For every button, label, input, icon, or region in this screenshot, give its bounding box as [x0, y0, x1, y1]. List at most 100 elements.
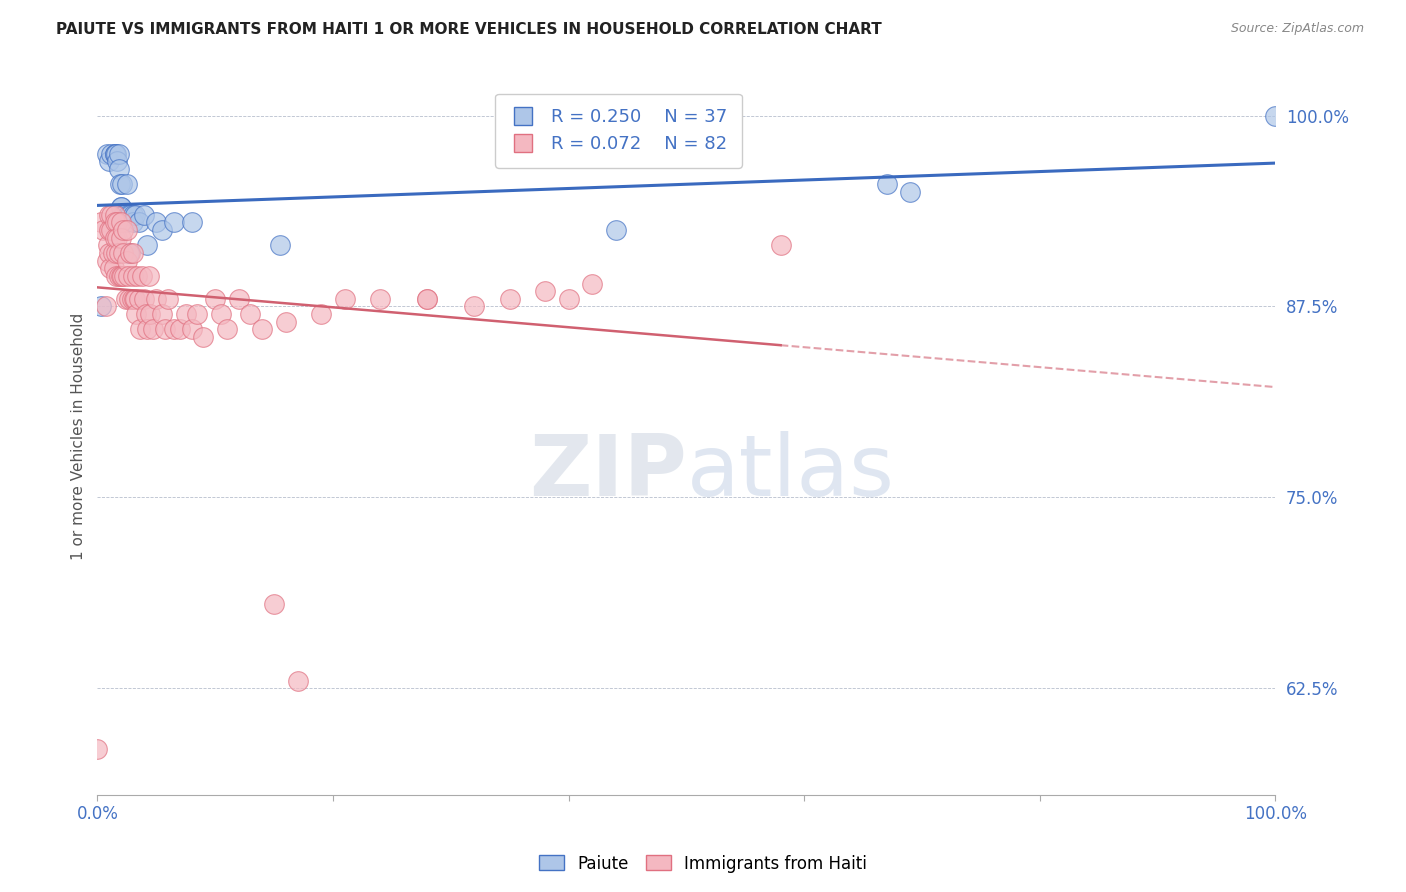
Point: [117, 268, 139, 283]
Point: [104, 146, 127, 161]
Point: [876, 178, 898, 192]
Point: [215, 322, 238, 336]
Point: [96, 253, 118, 268]
Point: [605, 223, 627, 237]
Point: [100, 223, 122, 237]
Point: [114, 215, 136, 229]
Point: [416, 292, 439, 306]
Point: [86, 742, 108, 756]
Point: [180, 215, 202, 229]
Point: [209, 307, 232, 321]
Point: [98, 154, 121, 169]
Point: [150, 223, 173, 237]
Point: [150, 307, 173, 321]
Point: [104, 215, 127, 229]
Point: [169, 322, 191, 336]
Point: [117, 208, 139, 222]
Point: [121, 268, 143, 283]
Point: [104, 231, 127, 245]
Point: [134, 208, 156, 222]
Point: [91, 223, 114, 237]
Point: [769, 238, 792, 252]
Point: [135, 307, 157, 321]
Point: [112, 246, 135, 260]
Point: [274, 315, 297, 329]
Point: [557, 292, 579, 306]
Point: [128, 292, 150, 306]
Point: [193, 330, 215, 344]
Point: [145, 215, 167, 229]
Point: [114, 292, 136, 306]
Point: [534, 284, 557, 298]
Point: [107, 162, 129, 177]
Point: [107, 246, 129, 260]
Point: [134, 292, 156, 306]
Point: [124, 292, 146, 306]
Point: [104, 208, 127, 222]
Point: [96, 146, 118, 161]
Point: [98, 261, 121, 276]
Point: [180, 322, 202, 336]
Point: [368, 292, 391, 306]
Point: [186, 307, 208, 321]
Point: [131, 268, 153, 283]
Point: [100, 146, 122, 161]
Point: [94, 300, 117, 314]
Point: [153, 322, 176, 336]
Point: [145, 292, 167, 306]
Point: [98, 246, 121, 260]
Legend: R = 0.250    N = 37, R = 0.072    N = 82: R = 0.250 N = 37, R = 0.072 N = 82: [495, 94, 742, 168]
Point: [98, 223, 121, 237]
Point: [111, 268, 134, 283]
Point: [269, 238, 291, 252]
Point: [127, 268, 149, 283]
Point: [121, 292, 143, 306]
Point: [287, 673, 309, 688]
Point: [105, 146, 128, 161]
Point: [228, 292, 250, 306]
Point: [121, 208, 143, 222]
Point: [101, 246, 124, 260]
Point: [416, 292, 439, 306]
Point: [115, 223, 138, 237]
Point: [112, 208, 135, 222]
Point: [120, 208, 142, 222]
Point: [463, 300, 485, 314]
Point: [105, 231, 128, 245]
Point: [112, 208, 135, 222]
Point: [142, 322, 165, 336]
Point: [112, 223, 135, 237]
Point: [110, 268, 132, 283]
Point: [105, 215, 128, 229]
Point: [163, 215, 186, 229]
Point: [139, 307, 162, 321]
Point: [204, 292, 226, 306]
Point: [263, 597, 285, 611]
Point: [110, 200, 132, 214]
Point: [174, 307, 197, 321]
Point: [125, 307, 148, 321]
Point: [135, 238, 157, 252]
Point: [124, 208, 146, 222]
Point: [110, 215, 132, 229]
Point: [90, 215, 112, 229]
Point: [105, 246, 128, 260]
Point: [111, 178, 134, 192]
Point: [108, 178, 131, 192]
Point: [333, 292, 356, 306]
Point: [105, 154, 128, 169]
Point: [121, 246, 143, 260]
Point: [1264, 109, 1286, 123]
Point: [118, 246, 141, 260]
Y-axis label: 1 or more Vehicles in Household: 1 or more Vehicles in Household: [72, 312, 86, 560]
Point: [115, 253, 138, 268]
Point: [252, 322, 274, 336]
Point: [498, 292, 520, 306]
Legend: Paiute, Immigrants from Haiti: Paiute, Immigrants from Haiti: [533, 848, 873, 880]
Point: [122, 292, 145, 306]
Point: [128, 322, 150, 336]
Point: [120, 246, 142, 260]
Point: [104, 146, 127, 161]
Point: [110, 231, 132, 245]
Text: PAIUTE VS IMMIGRANTS FROM HAITI 1 OR MORE VEHICLES IN HOUSEHOLD CORRELATION CHAR: PAIUTE VS IMMIGRANTS FROM HAITI 1 OR MOR…: [56, 22, 882, 37]
